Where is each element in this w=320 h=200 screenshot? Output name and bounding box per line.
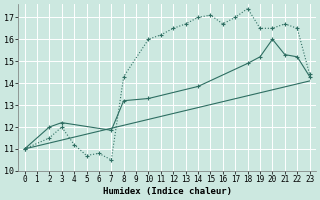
- X-axis label: Humidex (Indice chaleur): Humidex (Indice chaleur): [103, 187, 232, 196]
